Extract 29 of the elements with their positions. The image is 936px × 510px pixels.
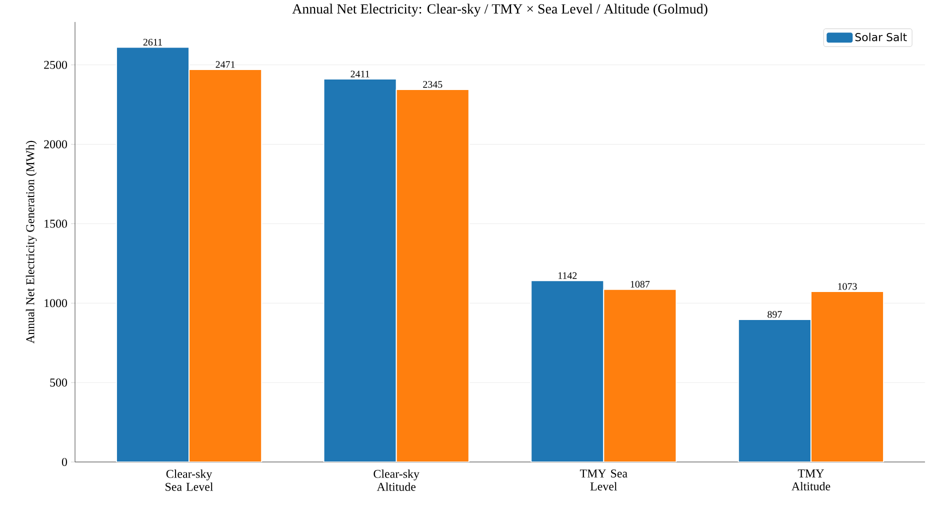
data-label: 2411 bbox=[350, 70, 370, 78]
y-tick-label: 1500 bbox=[44, 220, 68, 228]
data-label: 2345 bbox=[423, 81, 442, 88]
bar bbox=[396, 88, 470, 462]
y-tick-label: 500 bbox=[50, 378, 68, 387]
x-tick-label: TMY Altitude bbox=[792, 470, 830, 490]
data-label: 1073 bbox=[838, 283, 857, 290]
data-label: 897 bbox=[768, 311, 782, 318]
bar bbox=[810, 291, 884, 462]
bar bbox=[116, 46, 190, 462]
bar bbox=[188, 68, 262, 462]
y-tick-label: 2000 bbox=[44, 140, 68, 148]
bar bbox=[323, 78, 397, 462]
x-tick-label: Clear-sky Sea Level bbox=[166, 470, 214, 491]
x-tick-label: Clear-sky Altitude bbox=[374, 470, 420, 491]
bar bbox=[603, 288, 677, 462]
bar bbox=[530, 280, 604, 462]
bar bbox=[738, 319, 812, 462]
data-label: 2611 bbox=[143, 38, 162, 46]
data-label: 1142 bbox=[558, 272, 577, 279]
chart-title: Annual Net Electricity: Clear-sky / TMY × Sea Level / Altitude (Golmud) bbox=[292, 4, 708, 16]
data-label: 1087 bbox=[630, 280, 650, 288]
legend-label: Solar Salt bbox=[855, 32, 907, 42]
y-tick-label: 1000 bbox=[44, 299, 68, 308]
data-label: 2471 bbox=[216, 61, 235, 68]
y-tick-label: 0 bbox=[62, 458, 68, 466]
y-axis-title: Annual Net Electricity Generation (MWh) bbox=[26, 140, 37, 344]
y-tick-label: 2500 bbox=[44, 60, 68, 69]
x-tick-label: TMY Sea Level bbox=[580, 470, 628, 490]
